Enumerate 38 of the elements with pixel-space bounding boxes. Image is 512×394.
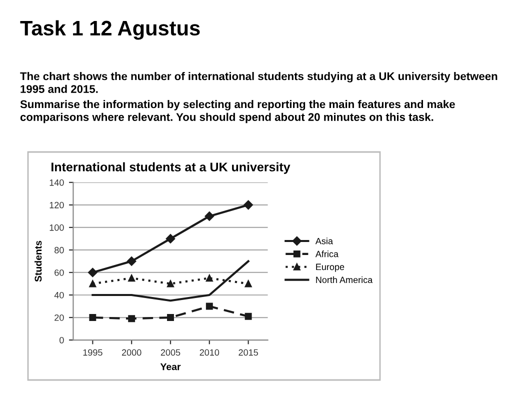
text: Task 1 12 Agustus [20,20,200,40]
point [88,268,98,278]
x-axis-title: Year [160,363,181,370]
point [244,312,252,320]
y-tick-label: 120 [50,202,64,208]
x-tick-label: 2015 [238,349,258,356]
y-tick-label: 0 [60,336,64,344]
point [128,315,136,322]
y-tick-label: 20 [54,314,64,321]
x-tick-label: 2010 [200,349,220,356]
y-axis-title: Students [34,240,42,282]
point [128,274,136,282]
legend-label: Asia [315,238,333,244]
y-tick-label: 100 [50,224,64,231]
x-tick-label: 2000 [122,349,142,356]
point [206,274,213,282]
point [89,314,96,321]
point [204,212,214,221]
y-tick-label: 80 [54,246,64,254]
y-tick-label: 60 [54,269,64,276]
legend-label: Africa [315,250,338,258]
point [166,234,176,244]
legend-label: North America [316,276,373,284]
point [89,280,96,288]
legend-label: Europe [316,264,344,272]
point [244,280,252,288]
x-tick-label: 1995 [83,349,102,356]
point [244,200,253,210]
y-tick-label: 40 [54,292,64,298]
text: Summarise the information by selecting and reporting the main features and make comparisons where relevant. You should spend about 20 minutes on this task. [20,100,455,124]
point [126,256,136,266]
y-tick-label: 140 [50,179,64,186]
point [206,302,213,310]
chart-title: International students at a UK university [52,162,290,174]
x-tick-label: 2005 [160,349,180,356]
text: The chart shows the number of international students studying at a UK university between 1995 and 2015. [20,72,498,93]
point [167,314,174,321]
point [167,280,174,288]
